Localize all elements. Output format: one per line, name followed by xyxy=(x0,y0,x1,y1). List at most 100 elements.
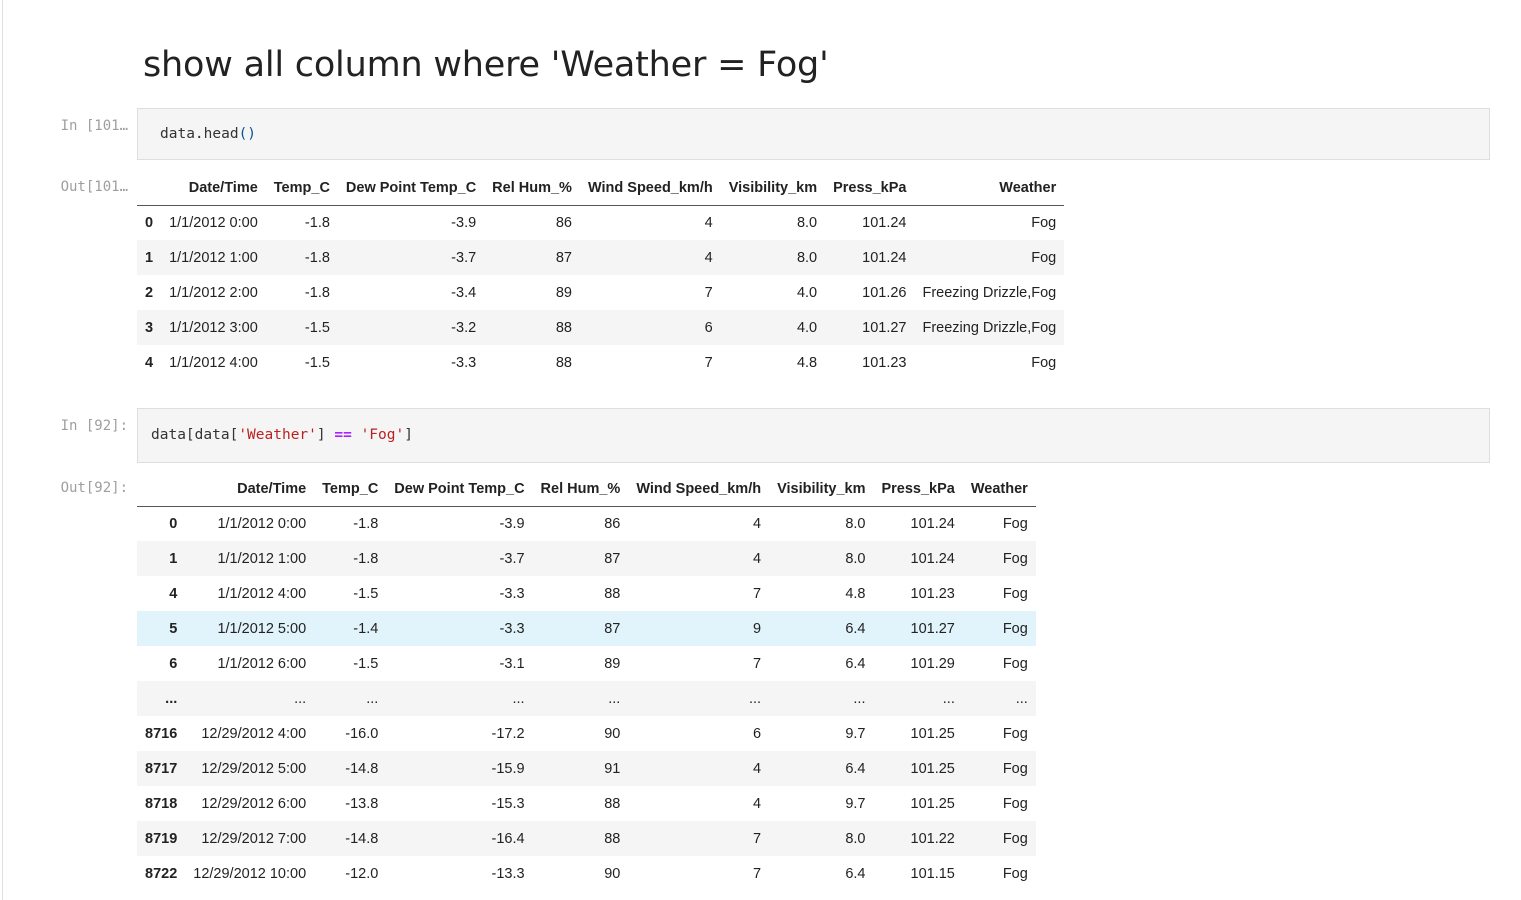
table-row: 8717 12/29/2012 5:00 -14.8 -15.9 91 4 6.4 101.2… xyxy=(137,751,1036,786)
table-cell: 4 xyxy=(753,795,762,812)
row-index: 6 xyxy=(169,655,178,672)
table-cell: Fog xyxy=(1002,725,1028,742)
table-cell: 6.4 xyxy=(845,655,866,672)
table-cell: -15.9 xyxy=(491,760,525,777)
code-token: .head xyxy=(194,126,239,142)
row-index: 4 xyxy=(145,354,154,371)
table-row: 6 1/1/2012 6:00 -1.5 -3.1 89 7 6.4 101.29 Fog xyxy=(137,646,1036,681)
column-header: Wind Speed_km/h xyxy=(628,472,770,507)
table-cell: 101.27 xyxy=(862,319,907,336)
table-cell: -14.8 xyxy=(345,830,379,847)
input-prompt-cell1: In [101… xyxy=(60,118,128,134)
table-cell: 88 xyxy=(604,830,621,847)
table-cell: ... xyxy=(512,690,525,707)
table-cell: 87 xyxy=(555,249,572,266)
code-string: 'Fog' xyxy=(360,427,405,443)
table-cell: 1/1/2012 0:00 xyxy=(217,515,307,532)
table-cell: 101.24 xyxy=(862,214,907,231)
code-token xyxy=(352,427,361,443)
table-cell: 90 xyxy=(604,865,621,882)
table-cell: 101.23 xyxy=(910,585,955,602)
code-input-cell2[interactable]: data[data['Weather'] == 'Fog'] xyxy=(137,408,1490,463)
table-cell: 4.0 xyxy=(796,319,818,336)
dataframe-output-filtered: Date/Time Temp_C Dew Point Temp_C Rel Hum_%… xyxy=(137,472,1036,891)
table-cell: 89 xyxy=(555,284,572,301)
column-header: Dew Point Temp_C xyxy=(337,171,485,206)
table-cell: 4.8 xyxy=(845,585,866,602)
row-index: ... xyxy=(165,690,178,707)
table-cell: 7 xyxy=(753,655,762,672)
table-cell: 1/1/2012 1:00 xyxy=(217,550,307,567)
table-row: 8718 12/29/2012 6:00 -13.8 -15.3 88 4 9.7 101.2… xyxy=(137,786,1036,821)
table-cell: -3.9 xyxy=(451,214,477,231)
table-cell: 101.22 xyxy=(910,830,955,847)
table-cell: 4 xyxy=(704,249,713,266)
table-cell: 7 xyxy=(704,354,713,371)
column-header: Press_kPa xyxy=(873,472,963,507)
table-cell: -3.3 xyxy=(499,585,525,602)
code-token: ] xyxy=(316,427,335,443)
table-cell: 1/1/2012 4:00 xyxy=(217,585,307,602)
table-cell: 6.4 xyxy=(845,620,866,637)
table-cell: Fog xyxy=(1002,865,1028,882)
code-input-cell1[interactable]: data.head() xyxy=(137,108,1490,160)
table-row: 3 1/1/2012 3:00 -1.5 -3.2 88 6 4.0 101.27 Freezi… xyxy=(137,310,1065,345)
table-cell: 87 xyxy=(604,550,621,567)
table-cell: 101.25 xyxy=(910,795,955,812)
table-row: 4 1/1/2012 4:00 -1.5 -3.3 88 7 4.8 101.23 Fog xyxy=(137,345,1064,380)
column-header: Weather xyxy=(914,171,1065,206)
table-cell: 7 xyxy=(753,830,762,847)
table-cell: -1.4 xyxy=(353,620,379,637)
table-cell: -1.5 xyxy=(304,354,330,371)
row-index: 8722 xyxy=(145,865,178,882)
table-cell: -1.8 xyxy=(353,515,379,532)
table-cell: Fog xyxy=(1002,620,1028,637)
table-cell: 1/1/2012 5:00 xyxy=(217,620,307,637)
table-cell: 9.7 xyxy=(845,795,866,812)
table-cell: -1.5 xyxy=(353,585,379,602)
column-header: Weather xyxy=(962,472,1036,507)
table-cell: 8.0 xyxy=(796,249,818,266)
table-cell: 101.25 xyxy=(910,725,955,742)
table-cell: 8.0 xyxy=(796,214,818,231)
row-index: 5 xyxy=(169,620,178,637)
table-cell: -3.7 xyxy=(499,550,525,567)
table-cell: ... xyxy=(1015,690,1028,707)
table-cell: -1.8 xyxy=(304,249,330,266)
column-header: Date/Time xyxy=(185,472,315,507)
table-cell: 12/29/2012 7:00 xyxy=(201,830,307,847)
table-cell: Fog xyxy=(1002,585,1028,602)
index-header xyxy=(137,472,186,507)
table-cell: 101.27 xyxy=(910,620,955,637)
table-row: 1 1/1/2012 1:00 -1.8 -3.7 87 4 8.0 101.24 Fog xyxy=(137,541,1036,576)
row-index: 3 xyxy=(145,319,154,336)
table-cell: ... xyxy=(942,690,955,707)
table-cell: 86 xyxy=(604,515,621,532)
code-token: ] xyxy=(404,427,413,443)
table-cell: -1.8 xyxy=(304,284,330,301)
output-prompt-cell1: Out[101… xyxy=(60,179,128,195)
table-cell: -3.1 xyxy=(499,655,525,672)
code-token: data[data[ xyxy=(151,427,239,443)
table-cell: 1/1/2012 2:00 xyxy=(169,284,258,301)
column-header: Visibility_km xyxy=(769,472,874,507)
table-cell: Fog xyxy=(1002,515,1028,532)
table-cell: 101.23 xyxy=(862,354,907,371)
table-cell: 4 xyxy=(753,760,762,777)
table-cell: 1/1/2012 0:00 xyxy=(169,214,258,231)
table-cell: 4 xyxy=(753,515,762,532)
column-header: Dew Point Temp_C xyxy=(386,472,533,507)
table-cell: 88 xyxy=(555,319,572,336)
row-index: 8718 xyxy=(145,795,178,812)
table-cell: 101.24 xyxy=(862,249,907,266)
table-cell: 101.24 xyxy=(910,550,955,567)
row-index: 0 xyxy=(169,515,178,532)
table-cell: Fog xyxy=(1031,354,1057,371)
table-cell: -3.3 xyxy=(499,620,525,637)
table-cell: 90 xyxy=(604,725,621,742)
table-row: 2 1/1/2012 2:00 -1.8 -3.4 89 7 4.0 101.26 Freezi… xyxy=(137,275,1064,310)
table-cell: 1/1/2012 4:00 xyxy=(169,354,258,371)
table-cell: -3.9 xyxy=(499,515,525,532)
column-header: Temp_C xyxy=(265,171,338,206)
table-cell: ... xyxy=(294,690,307,707)
